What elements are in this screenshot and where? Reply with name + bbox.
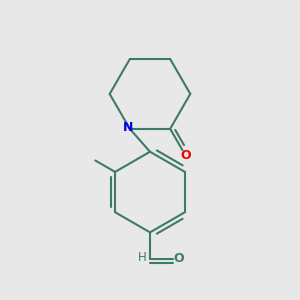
Text: O: O bbox=[174, 252, 184, 265]
Text: N: N bbox=[123, 121, 133, 134]
Text: O: O bbox=[180, 149, 191, 162]
Text: H: H bbox=[138, 251, 147, 264]
